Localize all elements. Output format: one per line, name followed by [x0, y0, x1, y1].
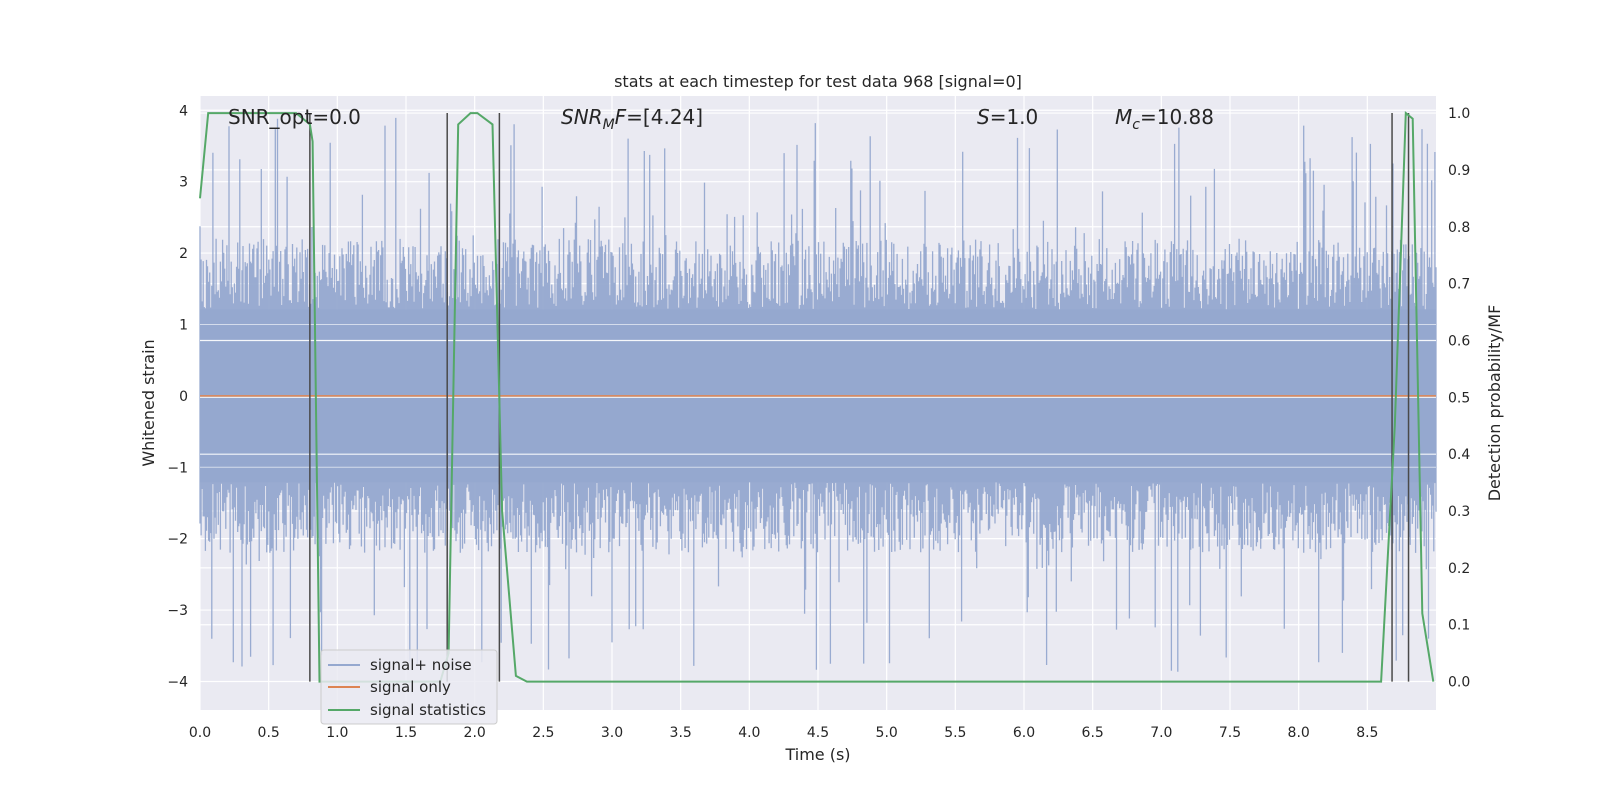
y-right-tick-label: 0.1 [1448, 618, 1470, 634]
y-left-tick-label: 4 [179, 103, 188, 119]
x-axis-label: Time (s) [784, 745, 850, 764]
signal-statistics-series [199, 111, 1435, 683]
x-tick-label: 3.5 [670, 725, 692, 741]
y-right-axis-label: Detection probability/MF [1485, 305, 1504, 502]
y-right-tick-label: 0.4 [1448, 447, 1470, 463]
x-tick-labels: 0.0 0.5 1.0 1.5 2.0 2.5 3.0 3.5 4.0 4.5 5.0 5.5 6.0 6… [189, 725, 1379, 741]
x-tick-label: 1.0 [326, 725, 348, 741]
x-tick-label: 2.5 [532, 725, 554, 741]
y-left-tick-label: 0 [179, 389, 188, 405]
y-left-tick-label: 3 [179, 175, 188, 191]
x-tick-label: 8.0 [1288, 725, 1310, 741]
mc-value: =10.88 [1140, 105, 1214, 129]
snr-mf-mid: F [615, 105, 627, 129]
y-left-axis-label: Whitened strain [139, 339, 158, 466]
y-right-tick-label: 0.0 [1448, 675, 1470, 691]
s-label: S [977, 105, 990, 129]
x-tick-label: 6.5 [1082, 725, 1104, 741]
snr-mf-value: =[4.24] [626, 105, 703, 129]
y-left-tick-label: −2 [167, 532, 188, 548]
y-left-tick-label: −3 [167, 603, 188, 619]
mc-annotation: Mc=10.88 [1115, 105, 1214, 133]
y-left-tick-label: 2 [179, 246, 188, 262]
snr-mf-subscript: M [603, 117, 615, 133]
x-tick-label: 4.0 [738, 725, 760, 741]
snr-opt-annotation: SNR_opt=0.0 [228, 105, 361, 129]
y-left-tick-labels: 4 3 2 1 0 −1 −2 −3 −4 [167, 103, 188, 690]
x-tick-label: 7.5 [1219, 725, 1241, 741]
y-right-tick-label: 0.8 [1448, 220, 1470, 236]
s-value: =1.0 [990, 105, 1039, 129]
y-left-tick-label: 1 [179, 317, 188, 333]
mc-label: M [1115, 105, 1132, 129]
legend-label-signal-plus-noise: signal+ noise [370, 656, 472, 674]
y-right-tick-label: 0.9 [1448, 163, 1470, 179]
x-tick-label: 1.5 [395, 725, 417, 741]
y-left-tick-label: −1 [167, 460, 188, 476]
chart-title: stats at each timestep for test data 968… [614, 72, 1022, 91]
x-tick-label: 6.0 [1013, 725, 1035, 741]
x-tick-label: 2.0 [464, 725, 486, 741]
x-tick-label: 4.5 [807, 725, 829, 741]
y-right-tick-label: 0.5 [1448, 390, 1470, 406]
y-right-tick-label: 0.6 [1448, 333, 1470, 349]
x-tick-label: 0.5 [258, 725, 280, 741]
x-tick-label: 5.0 [876, 725, 898, 741]
legend: signal+ noise signal only signal statist… [320, 649, 498, 725]
y-right-tick-labels: 1.0 0.9 0.8 0.7 0.6 0.5 0.4 0.3 0.2 0.1 0.0 [1448, 106, 1470, 691]
x-tick-label: 5.5 [944, 725, 966, 741]
y-right-tick-label: 0.7 [1448, 277, 1470, 293]
x-tick-label: 0.0 [189, 725, 211, 741]
legend-box [320, 649, 498, 725]
snr-mf-prefix: SNR [561, 105, 603, 129]
x-tick-label: 3.0 [601, 725, 623, 741]
snr-mf-annotation: SNRMF=[4.24] [561, 105, 703, 133]
s-annotation: S=1.0 [977, 105, 1038, 129]
y-right-tick-label: 0.3 [1448, 504, 1470, 520]
signal-statistics-line [199, 111, 1435, 683]
mc-subscript: c [1132, 117, 1140, 133]
y-right-tick-label: 1.0 [1448, 106, 1470, 122]
legend-label-signal-statistics: signal statistics [370, 701, 486, 719]
x-tick-label: 7.0 [1150, 725, 1172, 741]
x-tick-label: 8.5 [1356, 725, 1378, 741]
legend-label-signal-only: signal only [370, 678, 451, 696]
y-left-tick-label: −4 [167, 674, 188, 690]
y-right-tick-label: 0.2 [1448, 561, 1470, 577]
